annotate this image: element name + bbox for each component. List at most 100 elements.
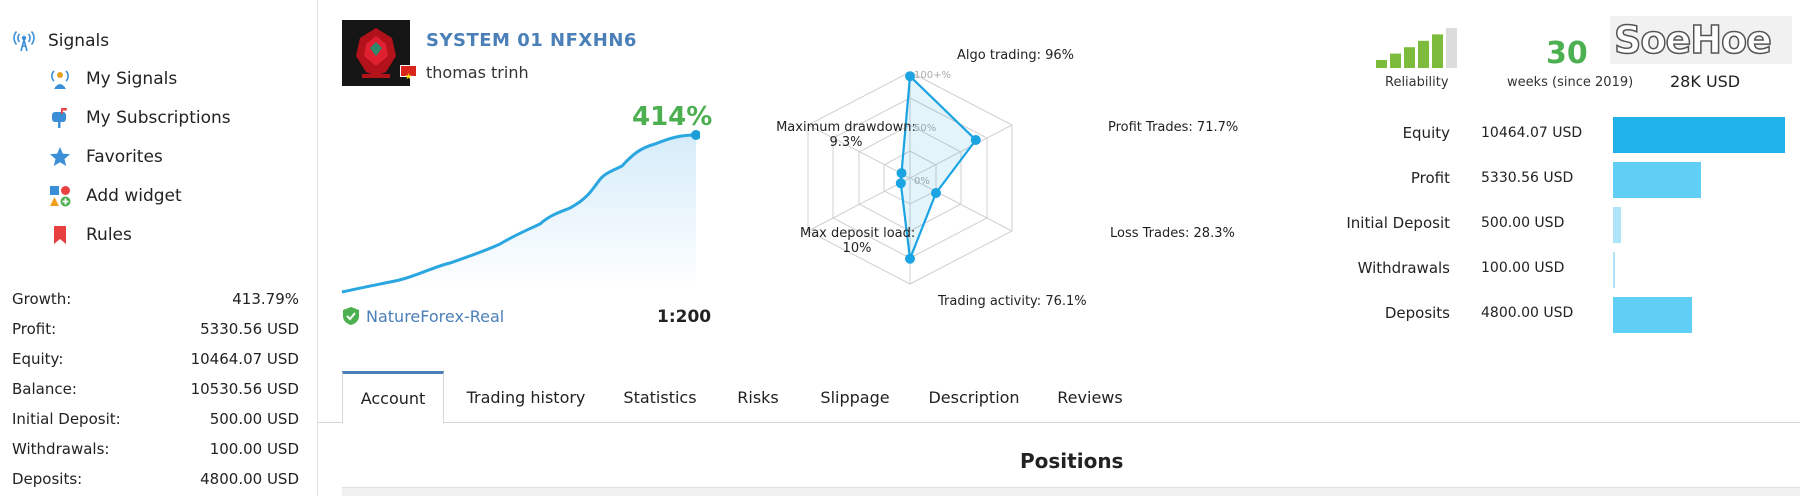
radar-tick-50: 50% bbox=[914, 123, 936, 134]
broker-link[interactable]: NatureForex-Real bbox=[342, 306, 504, 326]
antenna-person-icon bbox=[51, 70, 69, 89]
balance-bar-profit bbox=[1613, 162, 1701, 198]
balance-bar-equity bbox=[1613, 117, 1785, 153]
growth-percent: 414% bbox=[632, 102, 713, 132]
stat-value: 500.00 USD bbox=[209, 410, 299, 428]
radar-label-deposit-load-line1: Max deposit load: bbox=[800, 226, 916, 241]
widget-plus-icon bbox=[50, 186, 71, 207]
positions-table-header bbox=[342, 487, 1800, 496]
balance-label-initial-deposit: Initial Deposit bbox=[1346, 214, 1450, 232]
radar-label-drawdown-line1: Maximum drawdown: bbox=[776, 120, 916, 135]
growth-line bbox=[341, 133, 697, 294]
radar-label-drawdown-line2: 9.3% bbox=[829, 135, 863, 150]
sidebar: Signals My Signals My Subscriptions Favo… bbox=[0, 0, 318, 496]
balance-label-deposits: Deposits bbox=[1384, 304, 1450, 322]
signal-author[interactable]: thomas trinh bbox=[426, 63, 529, 82]
radar-points bbox=[895, 71, 981, 264]
reliability-bar-1 bbox=[1376, 60, 1387, 68]
balance-label-profit: Profit bbox=[1410, 169, 1450, 187]
stat-equity: Equity: 10464.07 USD bbox=[12, 350, 299, 368]
balance-bar-withdrawals bbox=[1613, 252, 1615, 288]
radar-label-deposit-load: Max deposit load: 10% bbox=[800, 226, 916, 256]
balance-bar-deposits bbox=[1613, 297, 1692, 333]
stat-value: 10530.56 USD bbox=[190, 380, 299, 398]
reliability-bar-3 bbox=[1404, 47, 1415, 68]
positions-title: Positions bbox=[1020, 449, 1124, 473]
balance-value-profit: 5330.56 USD bbox=[1481, 170, 1574, 186]
reliability-bar-5 bbox=[1432, 34, 1443, 68]
radar-point-activity bbox=[905, 253, 915, 264]
stat-initial-deposit: Initial Deposit: 500.00 USD bbox=[12, 410, 299, 428]
sidebar-item-my-signals[interactable]: My Signals bbox=[48, 67, 177, 91]
broker-name: NatureForex-Real bbox=[366, 306, 505, 326]
stat-label: Balance: bbox=[12, 380, 77, 398]
radar-label-profit-trades: Profit Trades: 71.7% bbox=[1108, 120, 1239, 135]
tab-slippage[interactable]: Slippage bbox=[820, 387, 890, 407]
sidebar-item-label: My Subscriptions bbox=[86, 108, 231, 128]
balance-value-withdrawals: 100.00 USD bbox=[1481, 260, 1565, 276]
radar-chart: 100+% 50% 0% bbox=[807, 70, 1013, 285]
stat-value: 4800.00 USD bbox=[200, 470, 299, 488]
tab-account[interactable]: Account bbox=[342, 371, 444, 424]
reliability-bar-6 bbox=[1446, 28, 1457, 68]
balance-bar-initial-deposit bbox=[1613, 207, 1621, 243]
balance-value-deposits: 4800.00 USD bbox=[1481, 305, 1574, 321]
antenna-icon bbox=[13, 30, 35, 52]
reliability-label: Reliability bbox=[1385, 75, 1449, 90]
bookmark-icon bbox=[54, 226, 66, 244]
sidebar-item-label: Rules bbox=[86, 225, 132, 245]
radar-label-activity: Trading activity: 76.1% bbox=[938, 294, 1087, 309]
balance-value-equity: 10464.07 USD bbox=[1481, 125, 1583, 141]
radar-label-loss-trades: Loss Trades: 28.3% bbox=[1110, 226, 1235, 241]
reliability-bars bbox=[1376, 28, 1457, 68]
dragon-logo-icon bbox=[342, 20, 410, 86]
radar-point-profit-trades bbox=[970, 135, 981, 145]
radar-tick-0: 0% bbox=[914, 176, 930, 187]
radar-label-deposit-load-line2: 10% bbox=[842, 241, 872, 256]
stat-label: Equity: bbox=[12, 350, 64, 368]
stat-label: Initial Deposit: bbox=[12, 410, 121, 428]
tab-statistics[interactable]: Statistics bbox=[623, 387, 697, 407]
stat-label: Deposits: bbox=[12, 470, 83, 488]
leverage-value: 1:200 bbox=[657, 307, 712, 327]
radar-point-loss-trades bbox=[931, 188, 941, 198]
tab-divider bbox=[318, 422, 1800, 423]
star-icon bbox=[50, 147, 70, 166]
signal-avatar[interactable] bbox=[342, 20, 410, 86]
sidebar-item-favorites[interactable]: Favorites bbox=[48, 145, 163, 169]
stat-withdrawals: Withdrawals: 100.00 USD bbox=[12, 440, 299, 458]
sidebar-title: Signals bbox=[48, 31, 110, 51]
growth-chart bbox=[341, 130, 700, 294]
stat-value: 100.00 USD bbox=[209, 440, 299, 458]
radar-tick-100: 100+% bbox=[914, 70, 951, 81]
shield-check-icon bbox=[343, 307, 359, 325]
sidebar-item-rules[interactable]: Rules bbox=[48, 223, 132, 247]
sidebar-item-label: Favorites bbox=[86, 147, 163, 167]
radar-point-algo bbox=[905, 71, 915, 82]
tab-description[interactable]: Description bbox=[928, 387, 1020, 407]
balance-value-initial-deposit: 500.00 USD bbox=[1481, 215, 1565, 231]
sidebar-item-my-subscriptions[interactable]: My Subscriptions bbox=[48, 106, 231, 130]
sidebar-signals-title[interactable]: Signals bbox=[12, 29, 109, 53]
tab-trading-history[interactable]: Trading history bbox=[466, 387, 586, 407]
sidebar-item-label: Add widget bbox=[86, 186, 182, 206]
sidebar-item-add-widget[interactable]: Add widget bbox=[48, 184, 182, 208]
stat-profit: Profit: 5330.56 USD bbox=[12, 320, 299, 338]
watermark-logo: SoeHoe bbox=[1613, 17, 1772, 63]
growth-endpoint bbox=[691, 130, 700, 140]
tab-reviews[interactable]: Reviews bbox=[1057, 387, 1123, 407]
stat-value: 10464.07 USD bbox=[190, 350, 299, 368]
stat-value: 413.79% bbox=[232, 290, 299, 308]
mailbox-icon bbox=[52, 108, 67, 128]
stat-label: Growth: bbox=[12, 290, 72, 308]
stat-label: Withdrawals: bbox=[12, 440, 110, 458]
stat-value: 5330.56 USD bbox=[200, 320, 299, 338]
weeks-value: 30 bbox=[1546, 36, 1588, 71]
signal-title[interactable]: SYSTEM 01 NFXHN6 bbox=[426, 30, 637, 51]
subscribers-funds-value: 28K USD bbox=[1670, 72, 1741, 91]
tab-risks[interactable]: Risks bbox=[737, 387, 779, 407]
vietnam-flag-icon bbox=[400, 65, 417, 80]
radar-label-algo: Algo trading: 96% bbox=[957, 48, 1075, 63]
reliability-bar-4 bbox=[1418, 40, 1429, 68]
radar-label-drawdown: Maximum drawdown: 9.3% bbox=[776, 120, 916, 150]
